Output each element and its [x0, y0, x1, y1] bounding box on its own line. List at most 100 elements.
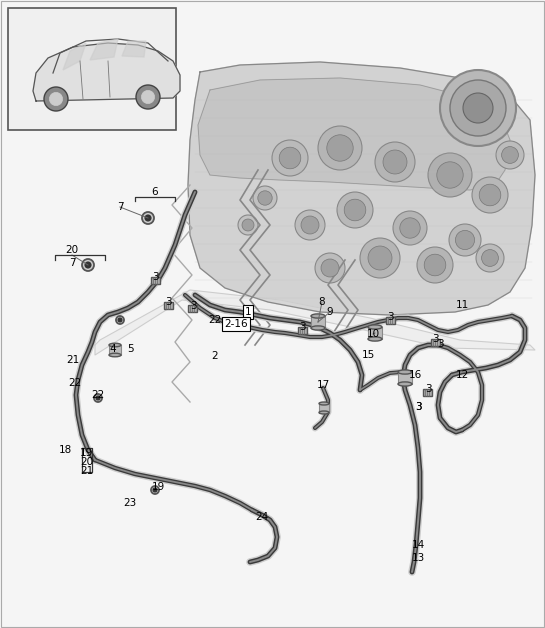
Bar [368, 327, 382, 339]
Text: 22: 22 [68, 378, 82, 388]
Circle shape [116, 316, 124, 324]
Polygon shape [188, 62, 535, 315]
Polygon shape [95, 290, 535, 355]
Text: 1: 1 [245, 307, 251, 317]
Polygon shape [63, 43, 86, 70]
Circle shape [85, 262, 91, 268]
Circle shape [50, 92, 63, 106]
Circle shape [501, 146, 518, 163]
Circle shape [82, 259, 94, 271]
Ellipse shape [398, 382, 412, 386]
Text: 11: 11 [456, 300, 469, 310]
Text: 20: 20 [80, 457, 93, 467]
Text: 10: 10 [366, 329, 379, 339]
Text: 3: 3 [432, 334, 438, 344]
Circle shape [136, 85, 160, 109]
Text: 4: 4 [110, 344, 116, 354]
Circle shape [479, 184, 501, 206]
Circle shape [368, 246, 392, 270]
Text: 19: 19 [152, 482, 165, 492]
Circle shape [496, 141, 524, 169]
Polygon shape [90, 39, 118, 60]
Text: 5: 5 [126, 344, 134, 354]
Text: 7: 7 [117, 202, 123, 212]
Text: 3: 3 [299, 322, 305, 332]
Ellipse shape [368, 325, 382, 329]
Text: 16: 16 [408, 370, 422, 380]
Circle shape [94, 394, 102, 402]
Bar [311, 316, 325, 328]
Circle shape [279, 147, 301, 169]
Circle shape [428, 153, 472, 197]
Text: 2: 2 [211, 351, 219, 361]
Circle shape [344, 199, 366, 221]
Circle shape [337, 192, 373, 228]
Circle shape [449, 224, 481, 256]
Circle shape [96, 396, 100, 400]
Circle shape [44, 87, 68, 111]
Circle shape [424, 254, 446, 276]
Bar [164, 301, 173, 308]
Text: 22: 22 [92, 390, 105, 400]
Circle shape [253, 186, 277, 210]
Circle shape [153, 488, 157, 492]
Text: 3: 3 [425, 384, 431, 394]
Circle shape [472, 177, 508, 213]
Ellipse shape [109, 343, 121, 347]
Text: 12: 12 [456, 370, 469, 380]
Circle shape [360, 238, 400, 278]
Text: 9: 9 [326, 307, 334, 317]
Text: 3: 3 [190, 301, 196, 311]
Ellipse shape [109, 353, 121, 357]
Bar [150, 276, 160, 283]
Bar [8, 8, 176, 130]
Text: 3: 3 [415, 402, 421, 412]
Bar [187, 305, 197, 311]
Bar [422, 389, 432, 396]
Bar [385, 317, 395, 323]
Ellipse shape [319, 402, 329, 405]
Text: 21: 21 [66, 355, 80, 365]
Circle shape [258, 191, 272, 205]
Bar [319, 404, 329, 413]
Text: 19: 19 [80, 448, 93, 458]
Text: 3: 3 [165, 297, 171, 307]
Circle shape [375, 142, 415, 182]
Circle shape [301, 216, 319, 234]
Text: 14: 14 [411, 540, 425, 550]
Circle shape [118, 318, 122, 322]
Circle shape [151, 486, 159, 494]
Bar [109, 345, 121, 355]
Polygon shape [33, 43, 180, 101]
Circle shape [417, 247, 453, 283]
Polygon shape [122, 41, 146, 57]
Circle shape [315, 253, 345, 283]
Ellipse shape [398, 370, 412, 374]
Circle shape [327, 135, 353, 161]
Circle shape [383, 150, 407, 174]
Polygon shape [198, 78, 510, 190]
Text: 17: 17 [317, 380, 330, 390]
Text: 20: 20 [65, 245, 78, 255]
Text: 2-16: 2-16 [224, 319, 248, 329]
Ellipse shape [319, 411, 329, 414]
Text: 3: 3 [387, 312, 393, 322]
Text: 8: 8 [319, 297, 325, 307]
Circle shape [440, 70, 516, 146]
Text: 13: 13 [411, 553, 425, 563]
Circle shape [393, 211, 427, 245]
Ellipse shape [311, 326, 325, 330]
Circle shape [476, 244, 504, 272]
Circle shape [272, 140, 308, 176]
Circle shape [242, 219, 254, 231]
Circle shape [400, 218, 420, 238]
Ellipse shape [311, 314, 325, 318]
Circle shape [437, 162, 463, 188]
Text: 7: 7 [69, 258, 75, 268]
Text: 3: 3 [415, 402, 421, 412]
Text: 15: 15 [361, 350, 374, 360]
Bar [431, 338, 439, 345]
Circle shape [482, 249, 498, 266]
Circle shape [456, 230, 475, 249]
Circle shape [295, 210, 325, 240]
